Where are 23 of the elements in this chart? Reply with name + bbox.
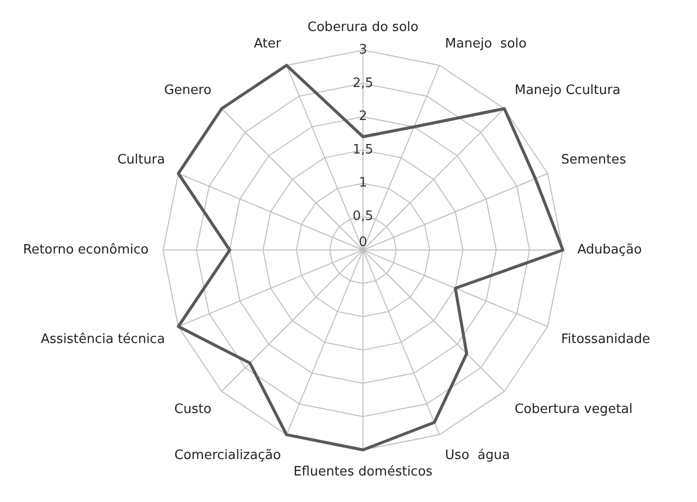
y-tick-label: 0,5 [352,209,374,224]
y-tick-label: 2,5 [352,76,374,91]
spoke-label: Cobertura vegetal [514,402,633,417]
spoke-label: Comercialização [174,448,281,464]
spoke-label: Manejo solo [445,36,527,52]
spoke-label: Uso água [445,448,510,464]
spoke-label: Adubação [577,242,642,258]
y-tick-label: 1,5 [352,142,374,158]
spoke-label: Efluentes domésticos [293,464,433,480]
y-tick-label: 0 [358,234,368,250]
spoke-label: Coberura do solo [308,20,419,36]
spoke-label: Assistência técnica [40,332,165,348]
spoke-label: Genero [164,82,212,98]
y-tick-label: 3 [358,42,368,58]
spoke-label: Manejo Ccultura [514,82,620,98]
spoke-label: Fitossanidade [561,332,650,348]
spoke-label: Retorno econômico [23,242,149,258]
spoke-label: Ater [254,36,282,52]
spoke-label: Custo [174,402,212,417]
spoke-label: Cultura [117,152,165,168]
spoke-label: Sementes [561,152,626,168]
y-tick-label: 1 [358,176,368,191]
y-tick-label: 2 [358,109,368,124]
